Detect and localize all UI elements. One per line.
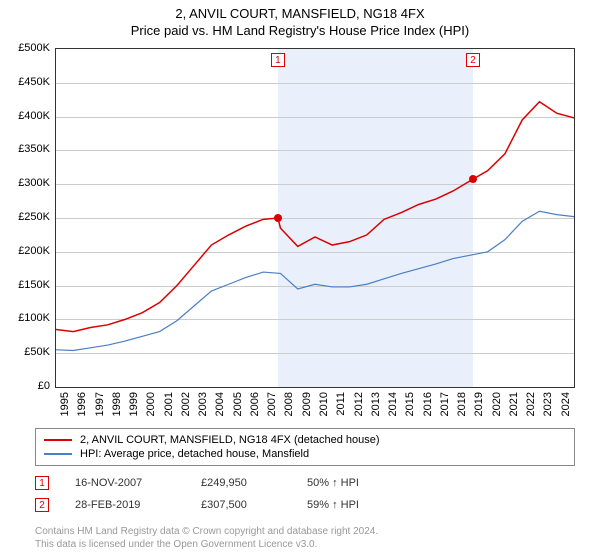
ytick-label: £450K xyxy=(18,76,50,88)
transaction-marker: 2 xyxy=(35,498,49,512)
xtick-label: 2024 xyxy=(560,392,572,416)
transaction-date: 28-FEB-2019 xyxy=(75,499,175,511)
transaction-point xyxy=(274,214,282,222)
ytick-label: £400K xyxy=(18,110,50,122)
xtick-label: 2013 xyxy=(370,392,382,416)
footnote-line: Contains HM Land Registry data © Crown c… xyxy=(35,525,378,538)
transaction-price: £307,500 xyxy=(201,499,281,511)
xtick-label: 2021 xyxy=(508,392,520,416)
transaction-row: 2 28-FEB-2019 £307,500 59% ↑ HPI xyxy=(35,494,359,516)
xtick-label: 2008 xyxy=(283,392,295,416)
xtick-label: 2011 xyxy=(335,392,347,416)
xtick-label: 2000 xyxy=(145,392,157,416)
xtick-label: 2002 xyxy=(180,392,192,416)
ytick-label: £300K xyxy=(18,177,50,189)
xtick-label: 2005 xyxy=(232,392,244,416)
xtick-label: 2003 xyxy=(197,392,209,416)
xtick-label: 2010 xyxy=(318,392,330,416)
xtick-label: 2018 xyxy=(456,392,468,416)
transaction-date: 16-NOV-2007 xyxy=(75,477,175,489)
xtick-label: 1995 xyxy=(59,392,71,416)
legend-item: HPI: Average price, detached house, Mans… xyxy=(44,447,566,461)
xtick-label: 2006 xyxy=(249,392,261,416)
ytick-label: £50K xyxy=(24,346,50,358)
xtick-label: 2022 xyxy=(525,392,537,416)
legend-label: HPI: Average price, detached house, Mans… xyxy=(80,448,309,460)
transaction-row: 1 16-NOV-2007 £249,950 50% ↑ HPI xyxy=(35,472,359,494)
xtick-label: 1997 xyxy=(94,392,106,416)
chart-subtitle: Price paid vs. HM Land Registry's House … xyxy=(0,21,600,38)
transaction-marker-label: 2 xyxy=(466,53,480,67)
legend-swatch xyxy=(44,453,72,455)
transaction-marker-label: 1 xyxy=(271,53,285,67)
xtick-label: 2020 xyxy=(491,392,503,416)
transaction-marker: 1 xyxy=(35,476,49,490)
footnote-line: This data is licensed under the Open Gov… xyxy=(35,538,378,551)
ytick-label: £250K xyxy=(18,211,50,223)
ytick-label: £500K xyxy=(18,42,50,54)
xtick-label: 1996 xyxy=(76,392,88,416)
xtick-label: 2004 xyxy=(214,392,226,416)
series-line-property xyxy=(56,102,574,332)
chart-lines xyxy=(56,49,574,387)
xtick-label: 1998 xyxy=(111,392,123,416)
xtick-label: 2007 xyxy=(266,392,278,416)
footnote: Contains HM Land Registry data © Crown c… xyxy=(35,525,378,551)
transaction-point xyxy=(469,175,477,183)
legend-item: 2, ANVIL COURT, MANSFIELD, NG18 4FX (det… xyxy=(44,433,566,447)
ytick-label: £0 xyxy=(38,380,50,392)
xtick-label: 2012 xyxy=(353,392,365,416)
transaction-delta: 59% ↑ HPI xyxy=(307,499,359,511)
xtick-label: 2015 xyxy=(404,392,416,416)
xtick-label: 2017 xyxy=(439,392,451,416)
xtick-label: 2023 xyxy=(542,392,554,416)
ytick-label: £350K xyxy=(18,143,50,155)
ytick-label: £100K xyxy=(18,312,50,324)
xtick-label: 2019 xyxy=(473,392,485,416)
legend-swatch xyxy=(44,439,72,441)
xtick-label: 2001 xyxy=(163,392,175,416)
transaction-price: £249,950 xyxy=(201,477,281,489)
legend-label: 2, ANVIL COURT, MANSFIELD, NG18 4FX (det… xyxy=(80,434,380,446)
series-line-hpi xyxy=(56,211,574,350)
xtick-label: 2009 xyxy=(301,392,313,416)
ytick-label: £150K xyxy=(18,279,50,291)
transactions-table: 1 16-NOV-2007 £249,950 50% ↑ HPI 2 28-FEB-201… xyxy=(35,472,359,516)
xtick-label: 1999 xyxy=(128,392,140,416)
legend: 2, ANVIL COURT, MANSFIELD, NG18 4FX (det… xyxy=(35,428,575,466)
xtick-label: 2014 xyxy=(387,392,399,416)
transaction-delta: 50% ↑ HPI xyxy=(307,477,359,489)
chart-plot-area: 12 xyxy=(55,48,575,388)
xtick-label: 2016 xyxy=(422,392,434,416)
ytick-label: £200K xyxy=(18,245,50,257)
page-title: 2, ANVIL COURT, MANSFIELD, NG18 4FX xyxy=(0,0,600,21)
